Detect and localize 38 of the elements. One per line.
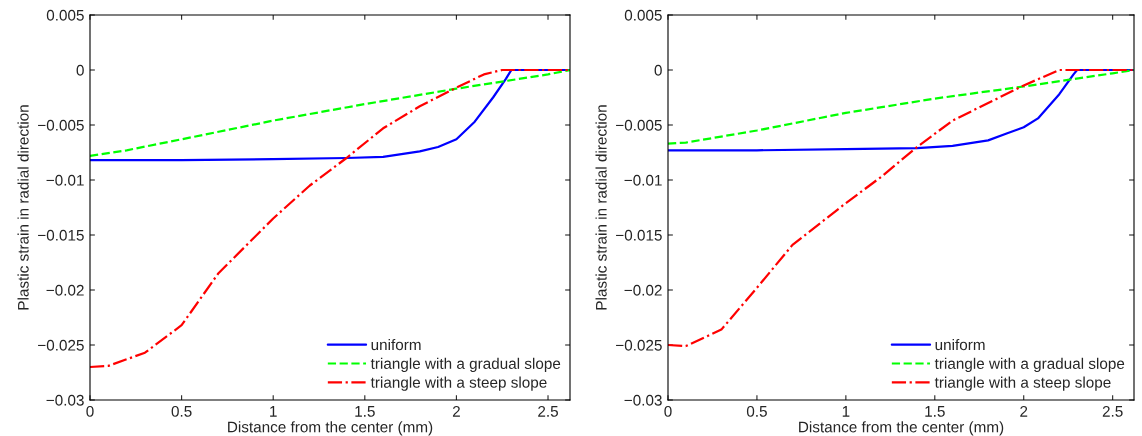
- x-tick-label: 2: [452, 405, 460, 417]
- x-tick-label: 1.5: [355, 406, 375, 417]
- y-tick-label: 0: [76, 64, 84, 76]
- y-tick-label: −0.02: [46, 284, 84, 296]
- legend-label: triangle with a gradual slope: [370, 357, 561, 373]
- y-axis-title: Plastic strain in radial direction: [595, 105, 607, 310]
- y-tick-label: −0.01: [46, 174, 84, 186]
- y-tick-label: −0.025: [38, 339, 84, 351]
- y-tick-label: −0.03: [46, 394, 84, 406]
- y-tick-label: −0.02: [624, 284, 662, 296]
- legend-label: triangle with a steep slope: [934, 376, 1111, 391]
- x-tick-label: 1.5: [925, 406, 945, 417]
- y-tick-label: −0.015: [38, 229, 84, 241]
- legend-label: triangle with a steep slope: [370, 376, 547, 391]
- y-tick-label: −0.01: [624, 174, 662, 186]
- y-tick-label: 0: [654, 64, 662, 76]
- x-tick-label: 1: [842, 406, 850, 417]
- y-tick-label: 0.005: [46, 9, 84, 21]
- y-tick-label: −0.025: [616, 339, 662, 351]
- x-tick-label: 0: [664, 405, 672, 417]
- x-tick-label: 2.5: [1102, 405, 1123, 417]
- y-axis-title: Plastic strain in radial direction: [17, 105, 29, 310]
- x-tick-label: 0.5: [746, 405, 767, 417]
- x-tick-label: 0.5: [171, 405, 192, 417]
- y-tick-label: −0.005: [38, 119, 84, 131]
- x-tick-label: 1: [270, 406, 277, 417]
- y-tick-label: −0.03: [624, 394, 662, 406]
- legend-label: uniform: [935, 338, 985, 351]
- legend-label: triangle with a gradual slope: [934, 357, 1125, 373]
- x-axis-title: Distance from the center (mm): [228, 421, 433, 436]
- x-axis-title: Distance from the center (mm): [799, 421, 1004, 436]
- x-tick-label: 2: [1020, 405, 1028, 417]
- y-tick-label: −0.015: [616, 229, 662, 241]
- y-tick-label: −0.005: [616, 119, 662, 131]
- y-tick-label: 0.005: [624, 9, 662, 21]
- legend-label: uniform: [371, 338, 421, 351]
- x-tick-label: 2.5: [538, 405, 558, 417]
- x-tick-label: 0: [86, 405, 94, 417]
